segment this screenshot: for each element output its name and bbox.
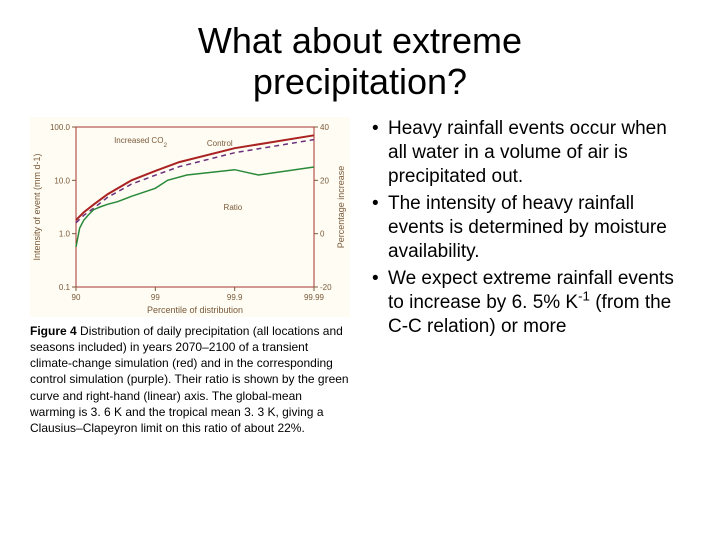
svg-text:0: 0 (320, 229, 325, 238)
svg-text:99.9: 99.9 (227, 293, 243, 302)
bullet-list: Heavy rainfall events occur when all wat… (368, 117, 690, 340)
svg-text:40: 40 (320, 123, 329, 132)
svg-text:90: 90 (72, 293, 81, 302)
svg-text:Intensity of event (mm d-1): Intensity of event (mm d-1) (32, 153, 42, 260)
svg-text:1.0: 1.0 (59, 229, 71, 238)
figure-caption: Figure 4 Distribution of daily precipita… (30, 323, 350, 436)
svg-text:-20: -20 (320, 283, 332, 292)
svg-text:99.99: 99.99 (304, 293, 325, 302)
bullet-item: Heavy rainfall events occur when all wat… (368, 117, 690, 190)
svg-text:99: 99 (151, 293, 160, 302)
svg-text:Percentile of distribution: Percentile of distribution (147, 305, 243, 315)
svg-text:10.0: 10.0 (54, 176, 70, 185)
caption-text: Distribution of daily precipitation (all… (30, 324, 349, 435)
title-line-2: precipitation? (253, 61, 467, 102)
bullet-item: We expect extreme rainfall events to inc… (368, 267, 690, 340)
caption-bold: Figure 4 (30, 324, 77, 338)
svg-text:Control: Control (207, 139, 233, 148)
svg-text:20: 20 (320, 176, 329, 185)
svg-text:Percentage increase: Percentage increase (336, 166, 346, 249)
svg-text:0.1: 0.1 (59, 283, 71, 292)
chart-svg: 90 99 99.9 99.99 Percentile of distribution 0… (30, 117, 350, 317)
precip-chart: 90 99 99.9 99.99 Percentile of distribution 0… (30, 117, 350, 317)
content-row: 90 99 99.9 99.99 Percentile of distribution 0… (30, 117, 690, 436)
title-line-1: What about extreme (198, 20, 522, 61)
bullet-item: The intensity of heavy rainfall events i… (368, 192, 690, 265)
right-column: Heavy rainfall events occur when all wat… (368, 117, 690, 436)
svg-text:100.0: 100.0 (50, 123, 71, 132)
svg-text:Ratio: Ratio (224, 203, 243, 212)
page-title: What about extreme precipitation? (30, 20, 690, 103)
left-column: 90 99 99.9 99.99 Percentile of distribution 0… (30, 117, 350, 436)
